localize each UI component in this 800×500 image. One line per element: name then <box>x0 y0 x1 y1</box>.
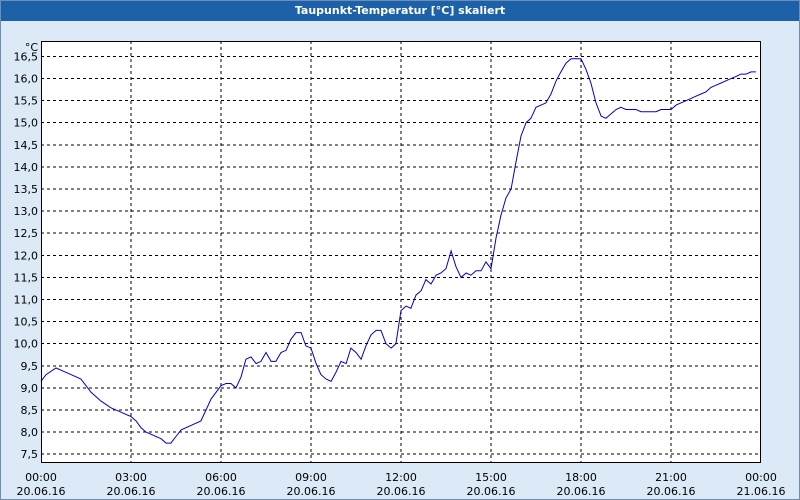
y-tick-label: 14,0 <box>14 161 39 174</box>
y-tick-label: 16,5 <box>14 50 39 63</box>
y-tick-label: 13,0 <box>14 205 39 218</box>
x-tick-date-label: 20.06.16 <box>17 485 66 498</box>
y-tick-label: 15,5 <box>14 95 39 108</box>
x-tick-date-label: 20.06.16 <box>557 485 606 498</box>
x-tick-time-label: 12:00 <box>385 471 417 484</box>
x-tick-time-label: 00:00 <box>745 471 777 484</box>
y-tick-label: 16,0 <box>14 73 39 86</box>
x-tick-date-label: 20.06.16 <box>107 485 156 498</box>
y-tick-label: 14,5 <box>14 139 39 152</box>
x-tick-time-label: 06:00 <box>205 471 237 484</box>
y-tick-label: 11,5 <box>14 271 39 284</box>
x-tick-date-label: 21.06.16 <box>737 485 786 498</box>
x-tick-date-label: 20.06.16 <box>467 485 516 498</box>
x-axis-ticks: 00:0020.06.1603:0020.06.1606:0020.06.160… <box>17 471 786 498</box>
y-tick-label: 8,0 <box>21 426 39 439</box>
x-tick-date-label: 20.06.16 <box>197 485 246 498</box>
x-tick-time-label: 09:00 <box>295 471 327 484</box>
y-tick-label: 12,0 <box>14 249 39 262</box>
y-tick-label: 7,5 <box>21 448 39 461</box>
y-tick-label: 9,0 <box>21 382 39 395</box>
y-axis-ticks: 7,5 8,0 8,5 9,0 9,5 10,0 10,5 11,0 11,5 12,0 12,5 1… <box>14 50 39 461</box>
x-tick-time-label: 21:00 <box>655 471 687 484</box>
x-tick-time-label: 00:00 <box>25 471 57 484</box>
series-line-dewpoint <box>40 58 756 444</box>
y-axis-unit-label: °C <box>25 41 39 54</box>
x-tick-time-label: 15:00 <box>475 471 507 484</box>
x-tick-date-label: 20.06.16 <box>287 485 336 498</box>
x-tick-date-label: 20.06.16 <box>377 485 426 498</box>
x-tick-time-label: 03:00 <box>115 471 147 484</box>
y-tick-label: 12,5 <box>14 227 39 240</box>
y-tick-label: 9,5 <box>21 360 39 373</box>
y-tick-label: 13,5 <box>14 183 39 196</box>
plot-border <box>41 41 761 463</box>
x-tick-time-label: 18:00 <box>565 471 597 484</box>
grid-lines <box>41 41 761 463</box>
y-tick-label: 8,5 <box>21 404 39 417</box>
x-tick-date-label: 20.06.16 <box>647 485 696 498</box>
y-tick-label: 10,5 <box>14 316 39 329</box>
chart-title: Taupunkt-Temperatur [°C] skaliert <box>1 1 799 21</box>
y-tick-label: 15,0 <box>14 117 39 130</box>
y-tick-label: 11,0 <box>14 294 39 307</box>
y-tick-label: 10,0 <box>14 338 39 351</box>
